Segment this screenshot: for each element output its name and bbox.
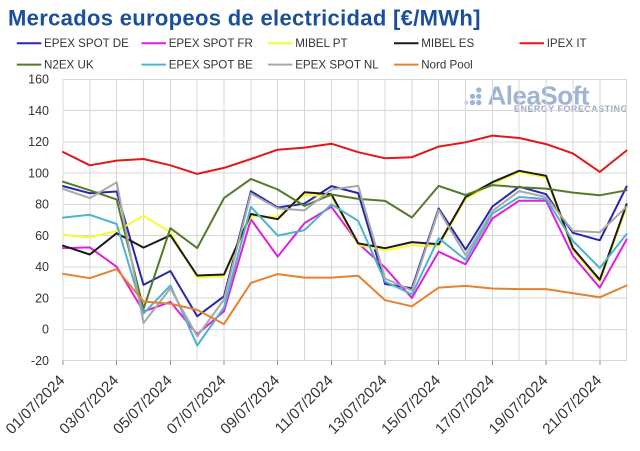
svg-text:EPEX SPOT DE: EPEX SPOT DE [44,37,129,50]
svg-text:Mercados europeos de electrici: Mercados europeos de electricidad [€/MWh… [8,6,481,31]
svg-text:EPEX SPOT NL: EPEX SPOT NL [295,59,379,72]
svg-text:20: 20 [35,291,49,305]
svg-text:80: 80 [35,198,49,212]
svg-text:Nord Pool: Nord Pool [421,59,473,72]
svg-text:IPEX IT: IPEX IT [547,37,587,50]
svg-text:MIBEL PT: MIBEL PT [295,37,347,50]
svg-text:-20: -20 [31,354,49,368]
svg-text:140: 140 [28,104,49,118]
svg-text:60: 60 [35,229,49,243]
svg-text:100: 100 [28,166,49,180]
svg-text:N2EX UK: N2EX UK [44,59,94,72]
svg-text:MIBEL ES: MIBEL ES [421,37,474,50]
svg-text:EPEX SPOT BE: EPEX SPOT BE [169,59,253,72]
svg-text:160: 160 [28,73,49,87]
svg-text:EPEX SPOT FR: EPEX SPOT FR [169,37,253,50]
svg-text:0: 0 [42,323,49,337]
svg-text:ENERGY FORECASTING: ENERGY FORECASTING [514,104,628,114]
svg-text:120: 120 [28,135,49,149]
svg-text:40: 40 [35,260,49,274]
